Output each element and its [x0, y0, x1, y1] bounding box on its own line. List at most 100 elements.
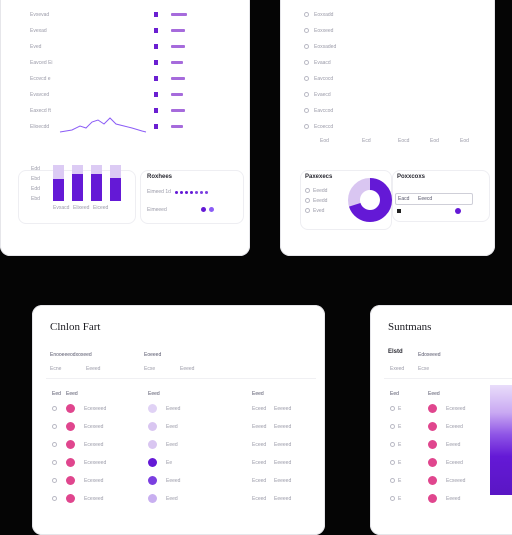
- row-detail: Eeeeed: [274, 478, 292, 484]
- row-checkbox[interactable]: [52, 496, 57, 501]
- row-checkbox[interactable]: [52, 424, 57, 429]
- progress-dot: [190, 191, 193, 194]
- row-checkbox[interactable]: [52, 460, 57, 465]
- metric-label: Eaxecd ft: [30, 108, 51, 114]
- metric-marker: [154, 124, 158, 129]
- row-value: Ee: [166, 460, 173, 466]
- radio-button[interactable]: [304, 12, 309, 17]
- sparkline-icon: [59, 117, 147, 133]
- column-header: Eeed: [428, 391, 440, 397]
- filter-label-2[interactable]: Eoeeed: [144, 352, 162, 358]
- tab-primary[interactable]: Elstd: [388, 349, 403, 355]
- filter-chip[interactable]: Ecxe: [418, 366, 430, 372]
- divider: [384, 378, 512, 379]
- row-checkbox[interactable]: [52, 478, 57, 483]
- metric-marker: [154, 92, 158, 97]
- axis-label: Edd: [31, 186, 40, 192]
- tab-secondary[interactable]: Edoxeeed: [418, 352, 441, 358]
- metric-bar: [171, 77, 185, 80]
- summaries-title: Suntmans: [388, 321, 432, 333]
- radio-label: Evaecd: [314, 92, 331, 98]
- filter-chip[interactable]: Exeed: [390, 366, 405, 372]
- bar-label: Evxacd: [53, 205, 70, 211]
- metric-label: Ecovcd e: [30, 76, 51, 82]
- avatar: [66, 422, 75, 431]
- column-header: Eed: [390, 391, 399, 397]
- client-panel: Clnlon Fart Enooeeeodxoxeed Eoeeed Ecne E…: [32, 305, 325, 535]
- row-detail: Eeeeed: [274, 496, 292, 502]
- summary-dot-icon: [455, 208, 461, 214]
- radio-label: Eoxsaded: [314, 44, 337, 50]
- bar-label: Eiceed: [93, 205, 109, 211]
- metric-bar: [171, 61, 183, 64]
- summary-card: Poxxcoxs Eacd Eeecd: [392, 170, 490, 222]
- row-value: Eeed: [166, 496, 178, 502]
- row-name: Ecexeeed: [84, 406, 107, 412]
- row-detail: Eeeeed: [274, 442, 292, 448]
- row-checkbox[interactable]: [390, 442, 395, 447]
- status-icon: [148, 476, 157, 485]
- radio-button[interactable]: [304, 92, 309, 97]
- progress-dot: [185, 191, 188, 194]
- row-name: Ecexeed: [84, 496, 104, 502]
- row-checkbox[interactable]: [390, 424, 395, 429]
- donut-card: Paxexecs Eeedd Eeedd Eved: [300, 170, 392, 230]
- filter-chip[interactable]: Eeeed: [180, 366, 195, 372]
- row-date: Eceed: [252, 478, 267, 484]
- row-name: Eceeed: [446, 460, 463, 466]
- row-code: E: [398, 478, 402, 484]
- filter-chip[interactable]: Ecne: [50, 366, 62, 372]
- status-icon: [148, 440, 157, 449]
- radio-button[interactable]: [304, 76, 309, 81]
- row-checkbox[interactable]: [390, 478, 395, 483]
- row-checkbox[interactable]: [52, 406, 57, 411]
- metric-label: Evavced: [30, 92, 50, 98]
- row-date: Eceed: [252, 406, 267, 412]
- row-code: E: [398, 460, 402, 466]
- row-checkbox[interactable]: [390, 496, 395, 501]
- metric-bar: [171, 29, 185, 32]
- radio-button[interactable]: [304, 44, 309, 49]
- footer-label: Eod: [460, 138, 469, 144]
- footer-label: Eocd: [398, 138, 410, 144]
- bar-column: [53, 165, 64, 201]
- legend-ring: [305, 208, 310, 213]
- filter-chip[interactable]: Ecxe: [144, 366, 156, 372]
- row-code: E: [398, 442, 402, 448]
- row-name: Ecexeeed: [84, 460, 107, 466]
- filter-label[interactable]: Enooeeeodxoxeed: [50, 352, 92, 358]
- filter-chip[interactable]: Eeeed: [86, 366, 101, 372]
- metric-marker: [154, 44, 158, 49]
- summary-field-label: Eacd: [398, 196, 410, 202]
- column-header: Eeed: [252, 391, 264, 397]
- metric-bar: [171, 45, 185, 48]
- bar-fill: [110, 178, 121, 201]
- row-code: E: [398, 424, 402, 430]
- legend-label: Eeedd: [313, 188, 328, 194]
- legend-label: Eeedd: [313, 198, 328, 204]
- row-checkbox[interactable]: [390, 406, 395, 411]
- axis-label: Edd: [31, 166, 40, 172]
- avatar: [66, 458, 75, 467]
- row-name: Eeeed: [446, 496, 461, 502]
- donut-card-title: Paxexecs: [305, 174, 333, 180]
- radio-button[interactable]: [304, 28, 309, 33]
- row-checkbox[interactable]: [390, 460, 395, 465]
- avatar: [428, 476, 437, 485]
- bar-label: Elixeed: [73, 205, 90, 211]
- row-checkbox[interactable]: [52, 442, 57, 447]
- heatmap-strip: [490, 385, 512, 495]
- avatar: [428, 422, 437, 431]
- radio-label: Eoxxeed: [314, 28, 334, 34]
- row-value: Eeeed: [166, 406, 181, 412]
- avatar: [428, 440, 437, 449]
- status-icon: [148, 422, 157, 431]
- avatar: [428, 458, 437, 467]
- summary-field[interactable]: Eacd Eeecd: [395, 193, 473, 205]
- radio-button[interactable]: [304, 108, 309, 113]
- radio-button[interactable]: [304, 124, 309, 129]
- radio-button[interactable]: [304, 60, 309, 65]
- row-date: Eceed: [252, 460, 267, 466]
- row-value: Eeed: [166, 442, 178, 448]
- metric-label: Elioecdd: [30, 124, 50, 130]
